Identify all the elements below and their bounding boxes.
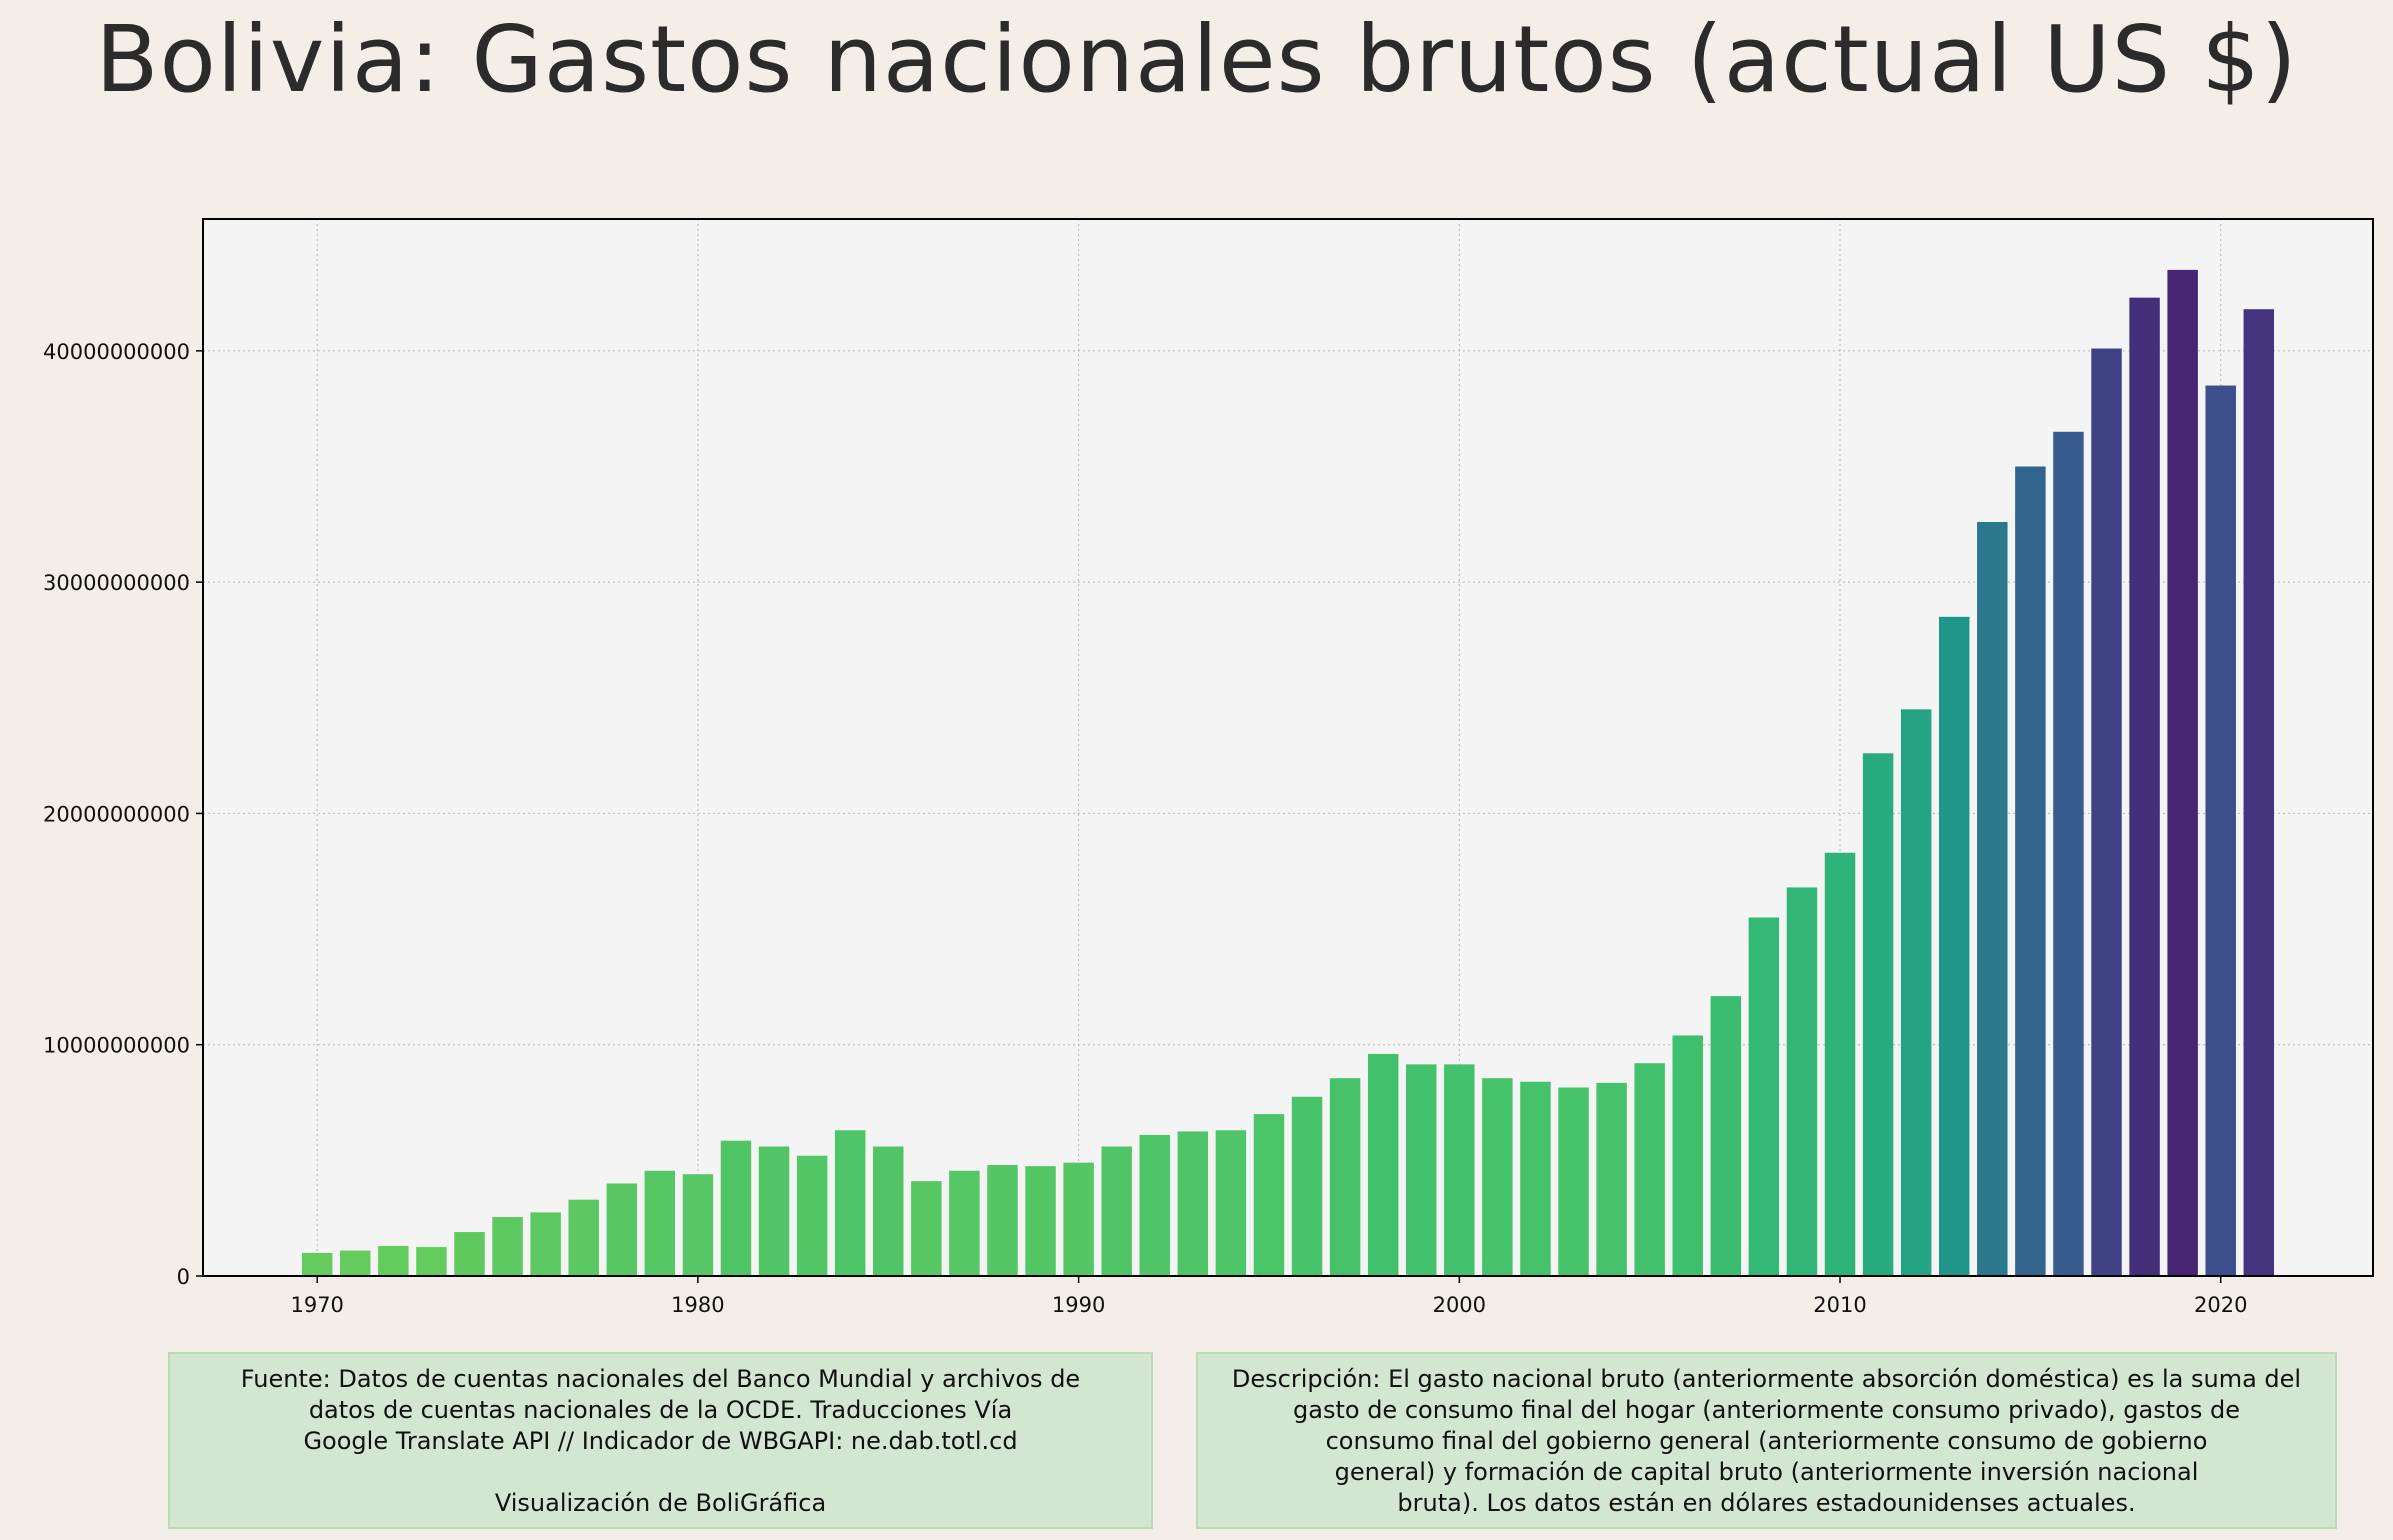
bar-2012 (1900, 709, 1932, 1276)
bar-1995 (1253, 1114, 1285, 1276)
bar-1977 (568, 1199, 599, 1276)
x-tick-label: 1990 (1052, 1293, 1105, 1317)
bar-2004 (1596, 1082, 1627, 1276)
bar-1980 (682, 1174, 714, 1276)
bar-2002 (1520, 1081, 1551, 1276)
x-tick-label: 1970 (290, 1293, 343, 1317)
x-tick-label: 2010 (1813, 1293, 1866, 1317)
bar-1988 (987, 1164, 1018, 1276)
bar-1982 (758, 1146, 790, 1276)
page-title: Bolivia: Gastos nacionales brutos (actua… (95, 6, 2298, 113)
y-tick-label: 40000000000 (43, 340, 190, 364)
bar-1993 (1177, 1131, 1209, 1276)
bar-2003 (1558, 1087, 1589, 1276)
bar-2015 (2015, 466, 2046, 1276)
y-tick-label: 0 (177, 1265, 190, 1289)
y-tick-label: 20000000000 (43, 802, 190, 826)
bar-1984 (834, 1130, 866, 1276)
axis-ticks: 1970 1980 1990 2000 2010 2020 0 10000000000 2000… (43, 340, 2247, 1317)
bar-1994 (1215, 1130, 1247, 1276)
bar-1992 (1139, 1134, 1170, 1276)
source-note: Fuente: Datos de cuentas nacionales del … (168, 1352, 1153, 1529)
bar-1974 (454, 1232, 485, 1276)
x-tick-label: 2020 (2194, 1293, 2247, 1317)
bar-1973 (416, 1247, 447, 1276)
plot-area (203, 219, 2373, 1276)
bars (301, 269, 2275, 1277)
bar-1970 (301, 1252, 333, 1276)
bar-1999 (1406, 1064, 1437, 1276)
bar-2008 (1748, 917, 1780, 1276)
bar-1972 (378, 1245, 409, 1276)
bar-2013 (1939, 616, 1970, 1276)
bar-1978 (606, 1183, 637, 1276)
bar-2010 (1824, 852, 1856, 1276)
bar-1981 (720, 1140, 752, 1276)
bar-2021 (2243, 309, 2275, 1276)
bar-2011 (1862, 753, 1894, 1276)
bar-1975 (492, 1217, 523, 1276)
bar-1976 (530, 1212, 561, 1276)
bar-2005 (1634, 1063, 1665, 1276)
bar-2007 (1710, 996, 1742, 1276)
bar-2006 (1672, 1035, 1703, 1276)
bar-2017 (2091, 348, 2122, 1277)
bar-2016 (2053, 431, 2084, 1277)
y-tick-label: 10000000000 (43, 1034, 190, 1058)
bar-1989 (1025, 1166, 1056, 1276)
bar-1983 (796, 1155, 828, 1276)
bar-1979 (644, 1170, 676, 1276)
bar-1987 (949, 1170, 980, 1276)
bar-1997 (1329, 1078, 1361, 1276)
bar-1998 (1367, 1053, 1399, 1276)
bar-1986 (911, 1181, 942, 1276)
description-note: Descripción: El gasto nacional bruto (an… (1196, 1352, 2337, 1529)
bar-1985 (873, 1146, 904, 1276)
bar-1991 (1101, 1146, 1132, 1276)
bar-1990 (1063, 1162, 1094, 1276)
plot-frame (202, 218, 2374, 1277)
bar-2018 (2129, 297, 2160, 1277)
bar-2000 (1444, 1064, 1475, 1276)
bar-2009 (1786, 887, 1818, 1276)
bar-2020 (2205, 385, 2236, 1276)
bar-2019 (2167, 269, 2198, 1276)
x-tick-label: 2000 (1433, 1293, 1486, 1317)
bar-2001 (1482, 1078, 1513, 1276)
bar-1996 (1291, 1096, 1323, 1276)
y-tick-label: 30000000000 (43, 571, 190, 595)
bar-1971 (340, 1250, 371, 1276)
bar-2014 (1977, 521, 2008, 1276)
x-tick-label: 1980 (671, 1293, 724, 1317)
